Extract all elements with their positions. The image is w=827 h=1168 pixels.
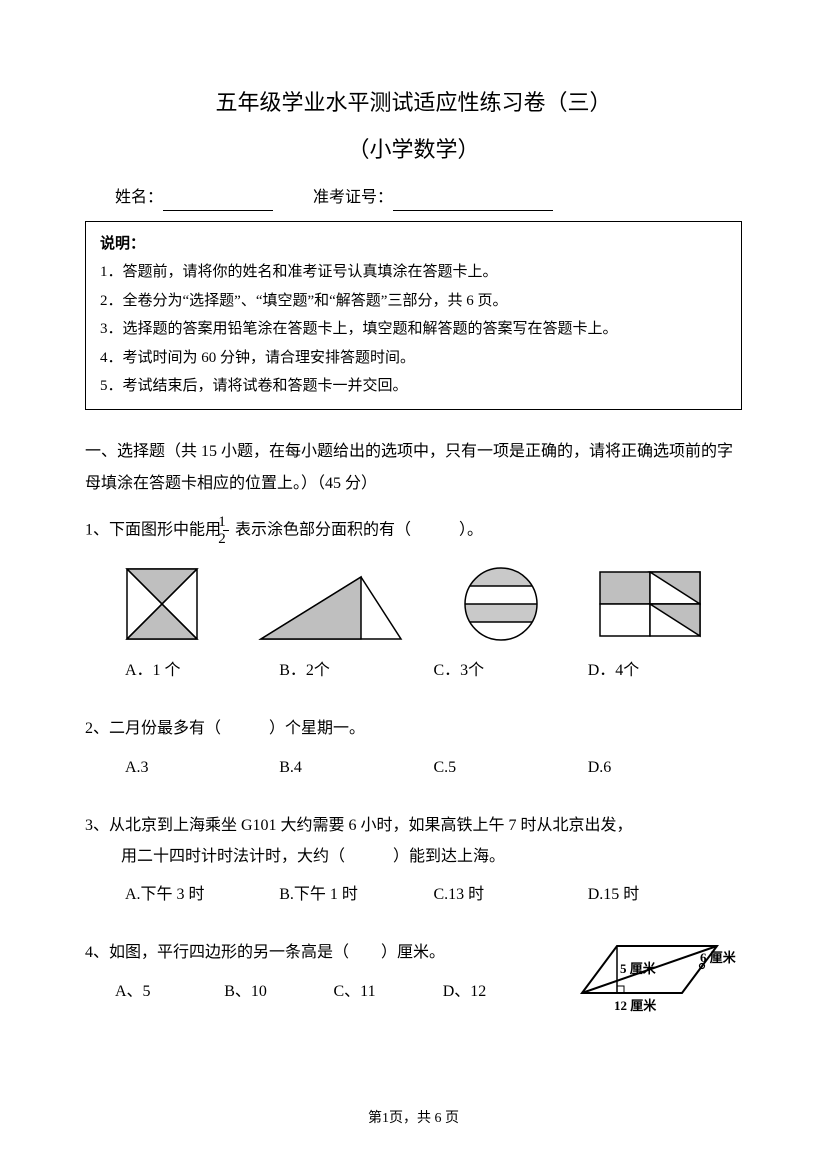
option: A．1 个	[125, 656, 279, 686]
id-blank[interactable]	[393, 193, 553, 211]
q3-options: A.下午 3 时 B.下午 1 时 C.13 时 D.15 时	[85, 880, 742, 910]
q4-label-12cm: 12 厘米	[614, 998, 657, 1013]
instruction-item: 2．全卷分为“选择题”、“填空题”和“解答题”三部分，共 6 页。	[100, 287, 727, 316]
option: B．2个	[279, 656, 433, 686]
q1-text-pre: 1、下面图形中能用	[85, 522, 221, 539]
q4-label-5cm: 5 厘米	[620, 961, 657, 976]
question-2-text: 2、二月份最多有（ ）个星期一。	[85, 714, 742, 744]
option: C.5	[434, 753, 588, 783]
instruction-item: 3．选择题的答案用铅笔涂在答题卡上，填空题和解答题的答案写在答题卡上。	[100, 315, 727, 344]
section-1-intro: 一、选择题（共 15 小题，在每小题给出的选项中，只有一项是正确的，请将正确选项…	[85, 436, 742, 500]
question-4: 4、如图，平行四边形的另一条高是（ ）厘米。 A、5 B、10 C、11 D、1…	[85, 938, 742, 1031]
q1-figure-grid	[595, 564, 705, 644]
option: C、11	[334, 977, 443, 1007]
option: B、10	[224, 977, 333, 1007]
q1-figure-circle	[461, 564, 541, 644]
q4-parallelogram-figure: 5 厘米 6 厘米 12 厘米	[552, 938, 742, 1020]
q4-options: A、5 B、10 C、11 D、12	[85, 977, 552, 1007]
fraction-denominator: 2	[223, 531, 229, 548]
fraction-numerator: 1	[223, 514, 229, 532]
option: B.下午 1 时	[279, 880, 433, 910]
option: D.6	[588, 753, 742, 783]
name-blank[interactable]	[163, 193, 273, 211]
instruction-item: 5．考试结束后，请将试卷和答题卡一并交回。	[100, 372, 727, 401]
page-title-sub: （小学数学）	[85, 132, 742, 167]
q1-figures	[85, 548, 742, 648]
fraction-one-half: 12	[223, 514, 229, 548]
instruction-item: 4．考试时间为 60 分钟，请合理安排答题时间。	[100, 344, 727, 373]
question-2: 2、二月份最多有（ ）个星期一。 A.3 B.4 C.5 D.6	[85, 714, 742, 783]
question-4-text: 4、如图，平行四边形的另一条高是（ ）厘米。	[85, 938, 552, 968]
question-3: 3、从北京到上海乘坐 G101 大约需要 6 小时，如果高铁上午 7 时从北京出…	[85, 811, 742, 910]
option: A.下午 3 时	[125, 880, 279, 910]
page-title-main: 五年级学业水平测试适应性练习卷（三）	[85, 85, 742, 120]
option: C．3个	[434, 656, 588, 686]
q1-figure-square	[122, 564, 202, 644]
option: D.15 时	[588, 880, 742, 910]
name-label: 姓名：	[115, 189, 163, 206]
question-3-line2: 用二十四时计时法计时，大约（ ）能到达上海。	[85, 842, 742, 872]
question-3-line1: 3、从北京到上海乘坐 G101 大约需要 6 小时，如果高铁上午 7 时从北京出…	[85, 811, 742, 841]
option: D．4个	[588, 656, 742, 686]
question-1-text: 1、下面图形中能用12 表示涂色部分面积的有（ ）。	[85, 514, 742, 548]
id-label: 准考证号：	[313, 189, 393, 206]
option: A、5	[115, 977, 224, 1007]
option: C.13 时	[434, 880, 588, 910]
q1-text-post: 表示涂色部分面积的有（ ）。	[231, 522, 483, 539]
option: B.4	[279, 753, 433, 783]
option: A.3	[125, 753, 279, 783]
q4-label-6cm: 6 厘米	[700, 950, 737, 965]
info-line: 姓名： 准考证号：	[85, 185, 742, 211]
page-footer: 第1页，共 6 页	[0, 1108, 827, 1130]
instructions-box: 说明： 1．答题前，请将你的姓名和准考证号认真填涂在答题卡上。 2．全卷分为“选…	[85, 221, 742, 410]
q2-options: A.3 B.4 C.5 D.6	[85, 753, 742, 783]
option: D、12	[443, 977, 552, 1007]
question-1: 1、下面图形中能用12 表示涂色部分面积的有（ ）。	[85, 514, 742, 686]
q1-figure-triangle	[256, 569, 406, 644]
q1-options: A．1 个 B．2个 C．3个 D．4个	[85, 656, 742, 686]
instructions-heading: 说明：	[100, 230, 727, 259]
instruction-item: 1．答题前，请将你的姓名和准考证号认真填涂在答题卡上。	[100, 258, 727, 287]
